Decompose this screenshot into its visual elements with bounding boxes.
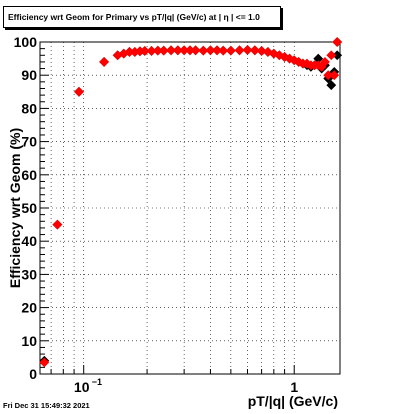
y-tick-label: 60 [21,167,37,183]
data-point [52,219,63,230]
y-tick-label: 100 [14,34,38,50]
grid-lines [40,41,340,375]
y-tick-label: 30 [21,266,37,282]
data-point [329,70,340,81]
y-tick-label: 20 [21,300,37,316]
y-tick-label: 0 [29,366,37,382]
data-point [99,57,110,67]
data-point [234,45,245,56]
data-point [205,45,216,56]
data-point [320,57,330,67]
data-point [332,37,343,47]
data-point [225,45,236,56]
data-point [139,46,150,56]
data-point [249,45,260,56]
data-point [268,48,279,59]
data-point [326,50,337,61]
data-point [166,45,176,56]
y-tick-label: 50 [21,200,37,216]
chart-title: Efficiency wrt Geom for Primary vs pT/|q… [8,12,260,22]
y-tick-label: 80 [21,100,37,116]
data-point [212,45,222,56]
chart-title-box: Efficiency wrt Geom for Primary vs pT/|q… [3,6,281,28]
y-axis-label: Efficiency wrt Geom (%) [7,128,23,288]
x-tick-label: 10 [74,379,90,395]
data-point [39,357,50,368]
timestamp-footer: Fri Dec 31 15:49:32 2021 [3,401,90,410]
y-tick-label: 10 [21,333,37,349]
data-point [242,45,253,55]
data-point [198,45,209,56]
data-point [256,46,267,56]
data-point [284,53,295,64]
data-markers [39,37,343,368]
data-point [218,45,229,56]
data-point [74,86,84,97]
y-tick-label: 90 [21,67,37,83]
data-point [172,45,183,56]
data-point [158,45,169,56]
data-point [190,45,201,56]
x-tick-label: 1 [290,379,298,395]
x-tick-label-exponent: −1 [92,377,102,387]
data-point [326,80,337,91]
y-tick-label: 40 [21,233,37,249]
x-axis-label: pT/|q| (GeV/c) [248,393,338,409]
y-tick-label: 70 [21,134,37,150]
